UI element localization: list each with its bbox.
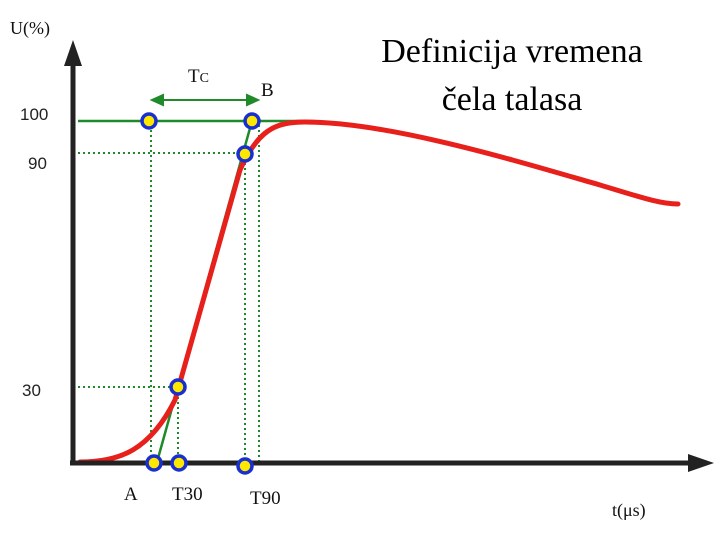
- marker-a: [145, 454, 163, 472]
- y-tick-90: 90: [28, 154, 47, 173]
- y-axis-title: U(%): [10, 18, 50, 39]
- label-b: B: [261, 80, 274, 101]
- marker-t30: [170, 454, 188, 472]
- label-t30: T30: [172, 484, 203, 505]
- markers: [140, 112, 261, 475]
- tc-dimension: [149, 93, 261, 107]
- construction-lines: [78, 119, 305, 463]
- x-axis-arrow-icon: [688, 454, 714, 472]
- marker-90: [236, 145, 254, 163]
- tc-arrow-left-icon: [149, 93, 164, 107]
- y-tick-30: 30: [22, 381, 41, 400]
- label-t90: T90: [250, 488, 281, 509]
- tc-arrow-right-icon: [246, 93, 261, 107]
- y-tick-100: 100: [20, 105, 48, 124]
- marker-30: [169, 378, 187, 396]
- y-axis-arrow-icon: [64, 40, 82, 66]
- guide-lines: [78, 120, 260, 462]
- marker-100-left: [140, 112, 158, 130]
- label-a: A: [124, 484, 138, 505]
- label-tc: TC: [188, 66, 209, 87]
- diagram-title-line2: čela talasa: [442, 81, 583, 118]
- marker-b: [243, 112, 261, 130]
- marker-t90: [236, 457, 254, 475]
- diagram-title-line1: Definicija vremena: [381, 33, 642, 70]
- x-axis-title: t(μs): [612, 500, 646, 521]
- waveform-curve: [77, 119, 681, 465]
